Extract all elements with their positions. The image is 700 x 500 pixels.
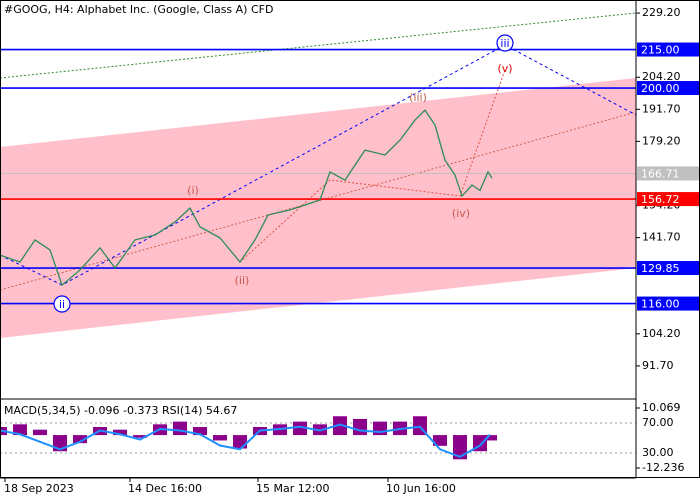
- wave-circle: [53, 295, 71, 313]
- macd-bar: [133, 435, 147, 438]
- y-tick-label: 141.70: [642, 231, 681, 244]
- macd-bar: [13, 424, 27, 436]
- macd-bar: [453, 435, 467, 460]
- price-line: [0, 109, 493, 287]
- y-tick-label: 91.70: [642, 359, 674, 372]
- macd-bar: [33, 429, 47, 436]
- macd-bar: [193, 427, 207, 436]
- y2-tick-label: 70.00: [642, 416, 674, 429]
- indicator-title: MACD(5,34,5) -0.096 -0.373 RSI(14) 54.67: [4, 404, 237, 417]
- x-tick-label: 18 Sep 2023: [4, 482, 74, 495]
- x-tick-label: 10 Jun 16:00: [386, 482, 456, 495]
- y-tick-label: 179.20: [642, 134, 681, 147]
- wave-label: iii: [500, 37, 509, 50]
- y-tick-label: 204.20: [642, 70, 681, 83]
- x-tick-label: 14 Dec 16:00: [128, 482, 202, 495]
- level-label-box: [637, 42, 699, 57]
- level-label-box: [637, 166, 699, 181]
- macd-bar: [483, 435, 497, 441]
- y-tick-label: 229.20: [642, 6, 681, 19]
- level-label: 215.00: [641, 44, 680, 57]
- macd-bar: [73, 435, 87, 444]
- chart-title: #GOOG, H4: Alphabet Inc. (Google, Class …: [4, 3, 273, 16]
- level-label: 200.00: [641, 82, 680, 95]
- y-tick-label: 104.20: [642, 327, 681, 340]
- x-tick-label: 15 Mar 12:00: [256, 482, 329, 495]
- wave-label: (i): [187, 184, 199, 197]
- macd-bar: [213, 435, 227, 441]
- y-tick-label: 191.70: [642, 102, 681, 115]
- macd-bar: [433, 435, 447, 446]
- level-label-box: [637, 192, 699, 207]
- macd-bar: [173, 421, 187, 436]
- macd-bar: [373, 421, 387, 436]
- rsi-line: [0, 423, 491, 458]
- macd-bar: [353, 418, 367, 436]
- wave-circle: [496, 34, 514, 52]
- macd-bar: [293, 421, 307, 436]
- channel: [0, 78, 636, 338]
- wave-line: [239, 69, 506, 263]
- level-label: 166.71: [641, 167, 680, 180]
- wave-label: (iii): [409, 91, 427, 104]
- level-label-box: [637, 261, 699, 276]
- level-label: 156.72: [641, 193, 680, 206]
- level-label-box: [637, 81, 699, 96]
- macd-bar: [233, 435, 247, 449]
- level-label-box: [637, 296, 699, 311]
- level-label: 129.85: [641, 262, 680, 275]
- y-tick-label: 10.069: [642, 401, 681, 414]
- y-tick-label: -12.236: [642, 461, 684, 474]
- macd-bar: [113, 429, 127, 436]
- wave-line: [0, 44, 637, 286]
- wave-label: (iv): [452, 207, 470, 220]
- trend-line: [0, 12, 637, 79]
- y2-tick-label: 30.00: [642, 446, 674, 459]
- wave-label: ii: [59, 298, 65, 311]
- wave-label: (v): [497, 62, 512, 75]
- wave-label: (ii): [235, 274, 250, 287]
- level-label: 116.00: [641, 298, 680, 311]
- macd-bar: [333, 416, 347, 436]
